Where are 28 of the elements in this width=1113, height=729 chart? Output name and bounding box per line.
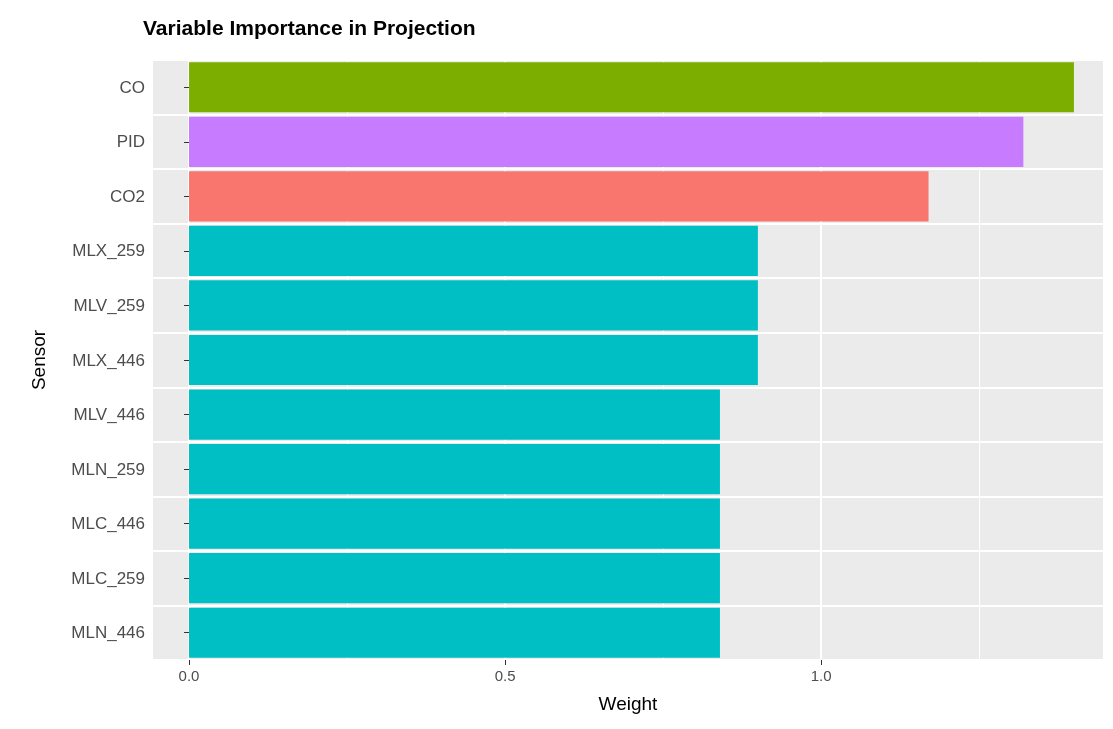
y-tick-label: MLC_446 [71,514,145,534]
y-tick-label: MLC_259 [71,568,145,588]
x-tick-label: 1.0 [810,667,832,684]
bar [189,225,758,276]
bar [189,334,758,386]
chart-title: Variable Importance in Projection [143,16,476,39]
y-tick-label: MLN_259 [71,459,145,479]
y-tick-label: CO [119,77,145,97]
y-tick-label: MLX_446 [72,350,145,370]
y-tick-label: MLV_259 [73,295,145,315]
bar [189,444,720,495]
bar [189,389,720,440]
y-tick-label: PID [116,132,145,152]
y-tick-label: MLN_446 [71,623,145,643]
bar [189,171,929,222]
bar [189,62,1074,113]
x-tick-label: 0.5 [494,667,516,684]
y-tick-label: MLV_446 [73,405,145,425]
y-axis-title: Sensor [28,329,49,391]
bar [189,116,1024,167]
x-axis-title: Weight [598,693,659,714]
bar [189,553,720,604]
bar [189,607,720,658]
y-tick-label: MLX_259 [72,241,145,261]
bar [189,280,758,331]
x-tick-label: 0.0 [178,667,200,684]
bar [189,498,720,549]
y-tick-label: CO2 [110,186,145,206]
